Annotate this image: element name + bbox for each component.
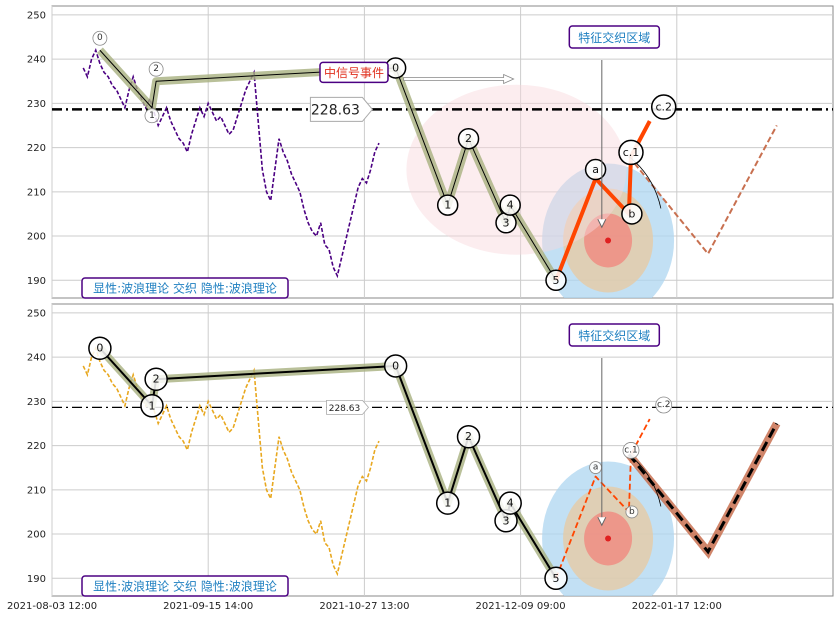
wave-label-circle [144, 108, 160, 124]
projection-tail [627, 422, 779, 555]
y-tick-label: 190 [27, 574, 46, 585]
projection-label: b [629, 507, 635, 517]
wave-label: 2 [465, 430, 472, 443]
y-tick-label: 210 [27, 485, 46, 496]
y-tick-label: 200 [27, 530, 46, 541]
wave-label-circle [148, 61, 164, 77]
wave-label: 3 [503, 514, 510, 527]
y-tick-label: 210 [27, 187, 46, 198]
y-tick-label: 250 [27, 308, 46, 319]
wave-label-circle [456, 424, 481, 449]
projection-label-circle [625, 505, 639, 519]
y-tick-label: 190 [27, 276, 46, 287]
y-tick-label: 240 [27, 353, 46, 364]
event-arrow [403, 73, 515, 85]
wave-label-circle [383, 354, 408, 378]
zone-arrow-head [597, 218, 607, 229]
projection-label-circle [622, 442, 640, 459]
wave-label: 0 [96, 342, 103, 355]
footer-box [81, 277, 289, 299]
projection-label: b [628, 207, 635, 220]
projection-label: a [592, 163, 599, 176]
wave-label: 0 [97, 33, 103, 43]
wave-label: 5 [553, 274, 560, 287]
wave-label: 2 [465, 132, 472, 145]
wave-label-circle [498, 491, 522, 515]
wave-label-circle [545, 269, 567, 292]
chart-panel-bottom: 190 200 210 220 230 240 250 0 1 2 0 1 2 3 4 5 a b c.1 c.2 22… [27, 303, 834, 597]
y-tick-label: 220 [27, 143, 46, 154]
zone-box-label: 特征交织区域 [578, 328, 650, 343]
projection-label: c.1 [624, 445, 638, 455]
level-price-label: 228.63 [311, 102, 360, 118]
wave-label: 0 [392, 61, 399, 74]
projection-label: c.1 [623, 146, 640, 159]
wave-label: 1 [444, 497, 451, 510]
footer-box [81, 575, 289, 597]
panel-clipped-layer: 0 1 2 0 1 2 3 4 5 a b c.1 c.2 228.63 [52, 30, 833, 298]
feature-zone-center [605, 535, 612, 542]
wave-label-circle [144, 367, 168, 391]
y-tick-label: 230 [27, 397, 46, 408]
wave-label-circle [435, 491, 460, 515]
wave-label-circle [140, 394, 164, 418]
wave-label: 1 [444, 199, 451, 212]
price-series-line [82, 48, 380, 279]
event-box [319, 61, 389, 84]
projection-label-circle [621, 203, 643, 225]
zone-box [568, 25, 661, 49]
x-tick-label: 2021-09-15 14:00 [163, 601, 253, 612]
wave-label-circle [88, 336, 112, 360]
projection-label-circle [655, 396, 673, 414]
wave-label: 3 [503, 216, 510, 229]
y-tick-label: 240 [27, 55, 46, 66]
y-tick-label: 230 [27, 99, 46, 110]
level-price-label: 228.63 [329, 404, 361, 414]
projection-label: c.2 [657, 400, 671, 410]
zone-box [568, 323, 661, 347]
plot-frame [51, 303, 834, 597]
wave-label-circle [92, 30, 108, 46]
zone-arrow-head [597, 516, 607, 527]
wave-label-circle [544, 566, 568, 591]
x-tick-label: 2021-10-27 13:00 [319, 601, 409, 612]
feature-zone-center [605, 237, 612, 244]
projection-tail [628, 124, 778, 256]
y-tick-label: 250 [27, 10, 46, 21]
chart-panel-top: 190 200 210 220 230 240 250 0 1 2 0 1 2 3 4 5 a b c.1 c.2 22… [27, 5, 834, 299]
wave-label-circle [457, 127, 480, 150]
projection-label-circle [650, 94, 677, 120]
projection-label: a [593, 463, 599, 473]
zone-box-label: 特征交织区域 [578, 30, 650, 45]
wave-label: 1 [148, 399, 155, 412]
wave-label-circle [499, 194, 521, 216]
plot-frame [51, 5, 834, 299]
signal-zone-pink [406, 84, 627, 255]
wave-label: 1 [149, 111, 155, 121]
projection-label: c.2 [655, 101, 672, 114]
x-tick-label: 2021-08-03 12:00 [7, 601, 97, 612]
price-series-line [82, 346, 380, 577]
panel-clipped-layer: 0 1 2 0 1 2 3 4 5 a b c.1 c.2 228.63 [52, 336, 833, 596]
y-tick-label: 200 [27, 232, 46, 243]
x-tick-label: 2021-12-09 09:00 [476, 601, 566, 612]
wave-label: 2 [153, 373, 160, 386]
wave-label: 4 [507, 497, 514, 510]
wave-label: 4 [507, 199, 514, 212]
footer-box-label: 显性:波浪理论 交织 隐性:波浪理论 [93, 579, 277, 594]
x-tick-label: 2022-01-17 12:00 [632, 601, 722, 612]
wave-label: 2 [153, 64, 159, 74]
footer-box-label: 显性:波浪理论 交织 隐性:波浪理论 [93, 281, 277, 296]
wave-label: 0 [392, 359, 399, 372]
y-tick-label: 220 [27, 441, 46, 452]
wave-label-circle [436, 194, 459, 216]
projection-label-circle [618, 139, 644, 166]
projection-label-circle [584, 158, 607, 181]
level-price-tag [326, 399, 370, 415]
event-box-label: 中信号事件 [324, 65, 384, 80]
wave-label: 5 [553, 572, 560, 585]
level-price-tag [309, 96, 374, 122]
